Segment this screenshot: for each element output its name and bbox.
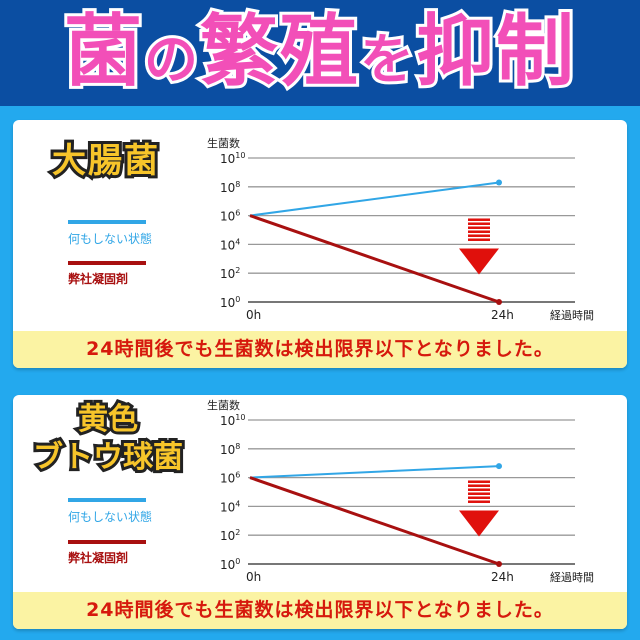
arrow-stripe <box>468 218 490 221</box>
y-tick-label: 104 <box>220 499 240 514</box>
y-tick-label: 108 <box>220 442 240 457</box>
title-part: 抑制 <box>413 4 577 100</box>
legend-swatch-treated <box>68 540 146 544</box>
y-tick-label: 102 <box>220 266 240 281</box>
y-tick-label: 102 <box>220 528 240 543</box>
arrow-stripe <box>468 492 490 495</box>
header-banner: 菌の繁殖を抑制 <box>0 0 640 106</box>
arrow-stripe <box>468 230 490 233</box>
chart-panel-staph: 黄色 ブトウ球菌 何もしない状態 弊社凝固剤 生菌数 1010 108 106 104 1… <box>13 395 627 629</box>
legend-label-treated: 弊社凝固剤 <box>68 272 129 286</box>
data-point <box>496 561 502 567</box>
legend-swatch-untreated <box>68 220 146 224</box>
series-line <box>249 465 500 479</box>
x-axis-label: 経過時間 <box>550 571 594 584</box>
y-axis-label: 生菌数 <box>207 136 240 150</box>
x-tick-label: 24h <box>491 570 514 584</box>
y-tick-label: 1010 <box>220 151 245 166</box>
y-axis-label: 生菌数 <box>207 398 240 412</box>
down-arrow-icon <box>459 248 499 275</box>
caption-strip: 24時間後でも生菌数は検出限界以下となりました。 <box>13 592 627 629</box>
x-axis-label: 経過時間 <box>550 309 594 322</box>
data-point <box>496 463 502 470</box>
arrow-stripe <box>468 234 490 237</box>
x-tick-label: 0h <box>246 308 261 322</box>
y-tick-label: 100 <box>220 557 240 572</box>
legend-swatch-untreated <box>68 498 146 502</box>
y-tick-label: 1010 <box>220 413 245 428</box>
down-arrow-icon <box>459 510 499 537</box>
bacteria-name: 黄色 ブトウ球菌 <box>17 399 199 478</box>
legend-label-treated: 弊社凝固剤 <box>68 551 129 565</box>
title-part: の <box>141 25 201 94</box>
arrow-stripe <box>468 222 490 225</box>
arrow-stripe <box>468 500 490 503</box>
series-line <box>249 476 500 566</box>
bacteria-name-line: ブトウ球菌 <box>30 437 186 478</box>
x-tick-label: 24h <box>491 308 514 322</box>
bacteria-name: 大腸菌 <box>49 138 161 184</box>
data-point <box>496 179 502 186</box>
page-title: 菌の繁殖を抑制 <box>0 4 640 108</box>
series-line <box>249 214 500 304</box>
x-tick-label: 0h <box>246 570 261 584</box>
title-part: 菌 <box>61 4 145 100</box>
data-point <box>496 299 502 305</box>
caption-strip: 24時間後でも生菌数は検出限界以下となりました。 <box>13 331 627 368</box>
y-tick-label: 104 <box>220 237 240 252</box>
arrow-stripe <box>468 238 490 241</box>
y-tick-label: 108 <box>220 180 240 195</box>
y-tick-label: 106 <box>220 209 240 224</box>
series-line <box>249 181 500 217</box>
legend-label-untreated: 何もしない状態 <box>68 232 153 246</box>
chart-panel-ecoli: 大腸菌 何もしない状態 弊社凝固剤 生菌数 1010 108 106 104 102 100… <box>13 120 627 368</box>
bacteria-name-line: 黄色 <box>75 399 141 440</box>
y-tick-label: 100 <box>220 295 240 310</box>
title-part: 繁殖 <box>197 4 361 100</box>
arrow-stripe <box>468 480 490 483</box>
arrow-stripe <box>468 496 490 499</box>
arrow-stripe <box>468 226 490 229</box>
arrow-stripe <box>468 488 490 491</box>
legend-swatch-treated <box>68 261 146 265</box>
title-part: を <box>357 25 417 94</box>
y-tick-label: 106 <box>220 471 240 486</box>
arrow-stripe <box>468 484 490 487</box>
legend-label-untreated: 何もしない状態 <box>68 510 153 524</box>
